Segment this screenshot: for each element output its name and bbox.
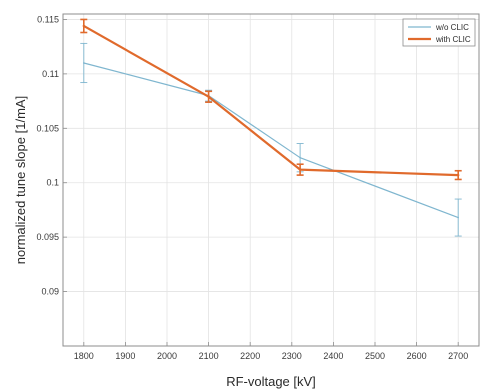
data-point <box>82 24 86 28</box>
y-axis-label: normalized tune slope [1/mA] <box>13 96 28 264</box>
data-point <box>457 173 460 177</box>
x-tick-label: 2300 <box>282 351 302 361</box>
x-tick-label: 1900 <box>115 351 135 361</box>
legend: w/o CLIC with CLIC <box>402 18 476 47</box>
y-tick-label: 0.105 <box>36 123 59 133</box>
x-tick-label: 2200 <box>240 351 260 361</box>
x-tick-label: 1800 <box>74 351 94 361</box>
series-1 <box>80 18 462 181</box>
grid-lines <box>63 14 479 346</box>
x-tick-label: 2600 <box>407 351 427 361</box>
x-tick-label: 2700 <box>448 351 468 361</box>
series-line <box>83 25 459 177</box>
y-tick-label: 0.09 <box>41 287 59 297</box>
x-tick-label: 2000 <box>157 351 177 361</box>
series-layer <box>80 18 462 237</box>
data-point <box>83 62 85 64</box>
series-line <box>83 62 459 219</box>
legend-label-with-clic: with CLIC <box>435 35 471 44</box>
x-tick-label: 2400 <box>323 351 343 361</box>
x-axis-label: RF-voltage [kV] <box>226 374 316 389</box>
series-0 <box>80 42 462 237</box>
data-point <box>299 156 301 159</box>
plot-frame <box>62 13 480 347</box>
x-axis-ticks: 1800 1900 2000 2100 2200 2300 2400 2500 2600 2700 <box>74 342 468 361</box>
legend-box <box>402 18 476 47</box>
data-point <box>207 95 210 98</box>
data-point <box>298 168 302 171</box>
y-tick-label: 0.115 <box>37 14 59 24</box>
y-tick-label: 0.095 <box>36 232 59 242</box>
y-tick-label: 0.1 <box>46 178 59 188</box>
x-tick-label: 2100 <box>199 351 219 361</box>
legend-label-wo-clic: w/o CLIC <box>435 23 469 32</box>
data-point <box>457 216 460 219</box>
y-tick-label: 0.11 <box>42 69 59 79</box>
y-axis-ticks: 0.09 0.095 0.1 0.105 0.11 0.115 <box>36 14 67 297</box>
x-tick-label: 2500 <box>365 351 385 361</box>
